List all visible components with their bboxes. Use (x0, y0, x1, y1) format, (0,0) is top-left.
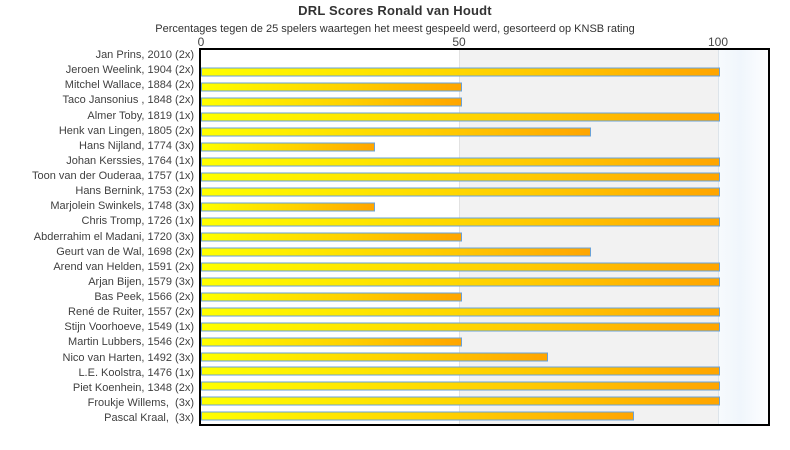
player-label: Jeroen Weelink, 1904 (2x) (65, 64, 194, 77)
bar-row (201, 364, 768, 379)
x-axis-tick-50: 50 (452, 35, 466, 49)
score-bar (201, 217, 720, 227)
player-label: Hans Bernink, 1753 (2x) (75, 185, 194, 198)
score-bar (201, 366, 720, 376)
player-label: Piet Koenhein, 1348 (2x) (72, 381, 194, 394)
bar-row (201, 155, 768, 170)
bar-row (201, 379, 768, 394)
player-label: Jan Prins, 2010 (2x) (95, 49, 194, 62)
bar-row (201, 170, 768, 185)
score-bar (201, 142, 375, 152)
bar-row (201, 394, 768, 409)
score-bar (201, 277, 720, 287)
score-bar (201, 262, 720, 272)
player-label: Hans Nijland, 1774 (3x) (79, 139, 194, 152)
score-bar (201, 172, 720, 182)
player-label: Abderrahim el Madani, 1720 (3x) (33, 230, 194, 243)
player-label: Taco Jansonius , 1848 (2x) (62, 94, 194, 107)
bar-row (201, 65, 768, 80)
bar-row (201, 140, 768, 155)
score-bar (201, 307, 720, 317)
player-label: L.E. Koolstra, 1476 (1x) (78, 366, 194, 379)
player-label: Henk van Lingen, 1805 (2x) (58, 124, 194, 137)
score-bar (201, 97, 462, 107)
player-label: Marjolein Swinkels, 1748 (3x) (50, 200, 194, 213)
score-bar (201, 157, 720, 167)
score-bar (201, 292, 462, 302)
bar-row (201, 274, 768, 289)
bar-row (201, 110, 768, 125)
bar-row (201, 409, 768, 424)
player-label: Toon van der Ouderaa, 1757 (1x) (31, 170, 194, 183)
player-label: Arjan Bijen, 1579 (3x) (88, 275, 194, 288)
bar-row (201, 125, 768, 140)
bar-row (201, 259, 768, 274)
score-bar (201, 232, 462, 242)
score-bar (201, 381, 720, 391)
score-bar (201, 396, 720, 406)
bar-row (201, 214, 768, 229)
score-bar (201, 337, 462, 347)
score-bar (201, 247, 591, 257)
player-label: Martin Lubbers, 1546 (2x) (68, 336, 194, 349)
x-axis-tick-100: 100 (707, 35, 729, 49)
x-axis-tick-0: 0 (197, 35, 205, 49)
plot-area (199, 48, 770, 426)
chart-title: DRL Scores Ronald van Houdt (298, 3, 492, 18)
bar-row (201, 244, 768, 259)
bar-row (201, 200, 768, 215)
player-label: Mitchel Wallace, 1884 (2x) (64, 79, 194, 92)
player-label: Johan Kerssies, 1764 (1x) (66, 154, 194, 167)
player-label: Bas Peek, 1566 (2x) (94, 291, 194, 304)
score-bar (201, 202, 375, 212)
y-axis-labels: Jan Prins, 2010 (2x) Jeroen Weelink, 190… (0, 48, 194, 426)
bar-row (201, 319, 768, 334)
bar-row (201, 185, 768, 200)
background-band-beyond-100 (718, 50, 768, 424)
bar-rows (201, 50, 768, 424)
player-label: Pascal Kraal, (3x) (104, 412, 194, 425)
score-bar (201, 352, 548, 362)
player-label: Nico van Harten, 1492 (3x) (62, 351, 194, 364)
score-bar (201, 82, 462, 92)
player-label: René de Ruiter, 1557 (2x) (68, 306, 194, 319)
player-label: Geurt van de Wal, 1698 (2x) (56, 245, 194, 258)
score-bar (201, 127, 591, 137)
bar-row (201, 334, 768, 349)
bar-row (201, 80, 768, 95)
background-band-50-100 (459, 50, 718, 424)
score-bar (201, 187, 720, 197)
player-label: Stijn Voorhoeve, 1549 (1x) (64, 321, 194, 334)
bar-row (201, 50, 768, 65)
bar-row (201, 229, 768, 244)
chart-subtitle: Percentages tegen de 25 spelers waartege… (155, 23, 635, 35)
score-bar (201, 411, 634, 421)
player-label: Almer Toby, 1819 (1x) (87, 109, 194, 122)
bar-row (201, 349, 768, 364)
gridline-100 (718, 50, 719, 424)
player-label: Chris Tromp, 1726 (1x) (81, 215, 194, 228)
player-label: Arend van Helden, 1591 (2x) (53, 260, 194, 273)
bar-row (201, 289, 768, 304)
score-bar (201, 67, 720, 77)
bar-row (201, 95, 768, 110)
score-bar (201, 322, 720, 332)
player-label: Froukje Willems, (3x) (87, 396, 194, 409)
bar-row (201, 304, 768, 319)
score-bar (201, 112, 720, 122)
